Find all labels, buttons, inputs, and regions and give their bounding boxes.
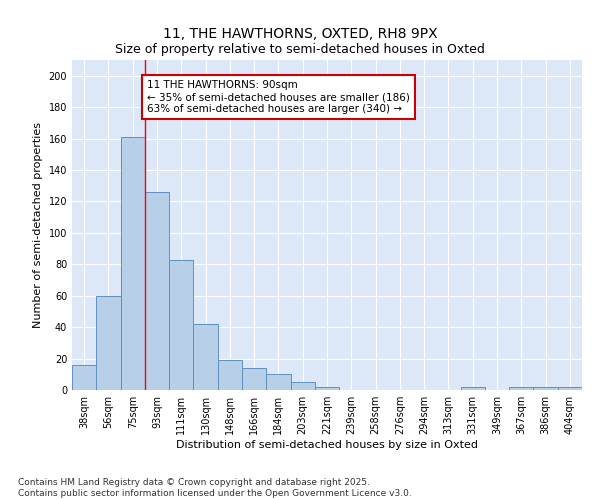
Bar	[533, 387, 558, 390]
Bar	[461, 387, 485, 390]
Bar	[193, 324, 218, 390]
Bar	[290, 382, 315, 390]
Text: Size of property relative to semi-detached houses in Oxted: Size of property relative to semi-detach…	[115, 42, 485, 56]
X-axis label: Distribution of semi-detached houses by size in Oxted: Distribution of semi-detached houses by …	[176, 440, 478, 450]
Bar	[145, 192, 169, 390]
Y-axis label: Number of semi-detached properties: Number of semi-detached properties	[33, 122, 43, 328]
Bar	[96, 296, 121, 390]
Bar	[242, 368, 266, 390]
Bar	[72, 365, 96, 390]
Bar	[266, 374, 290, 390]
Bar	[218, 360, 242, 390]
Bar	[121, 137, 145, 390]
Bar	[315, 387, 339, 390]
Bar	[558, 387, 582, 390]
Bar	[509, 387, 533, 390]
Text: 11 THE HAWTHORNS: 90sqm
← 35% of semi-detached houses are smaller (186)
63% of s: 11 THE HAWTHORNS: 90sqm ← 35% of semi-de…	[147, 80, 410, 114]
Bar	[169, 260, 193, 390]
Text: 11, THE HAWTHORNS, OXTED, RH8 9PX: 11, THE HAWTHORNS, OXTED, RH8 9PX	[163, 28, 437, 42]
Text: Contains HM Land Registry data © Crown copyright and database right 2025.
Contai: Contains HM Land Registry data © Crown c…	[18, 478, 412, 498]
